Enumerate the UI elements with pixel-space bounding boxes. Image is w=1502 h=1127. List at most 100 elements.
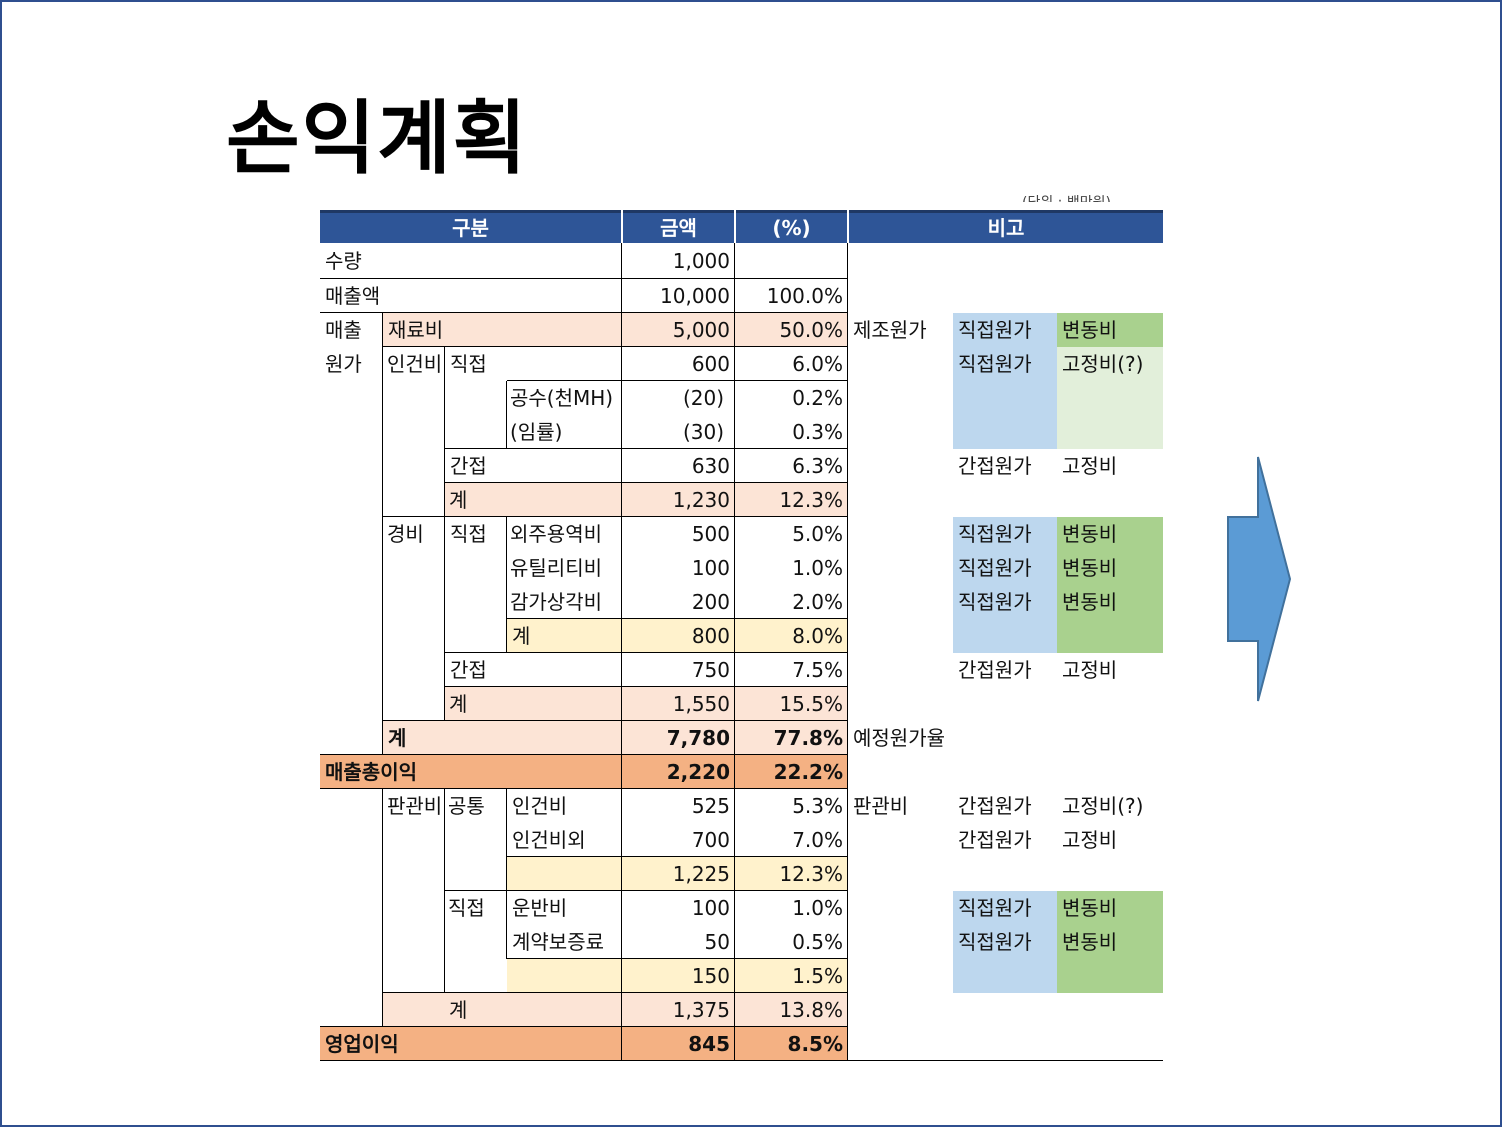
- sales-pct: 100.0%: [766, 284, 843, 308]
- sga-other-behavior: 고정비: [1062, 828, 1118, 852]
- sga-labor-behavior: 고정비(?): [1062, 794, 1144, 818]
- depreciation-label: 감가상각비: [510, 590, 602, 614]
- utility-behavior: 변동비: [1062, 556, 1118, 580]
- cogs-total-fill: [383, 721, 848, 755]
- utility-cost-type: 직접원가: [958, 556, 1032, 580]
- sga-other-pct: 7.0%: [792, 828, 843, 852]
- header-category: 구분: [320, 210, 621, 243]
- labor-indirect-amount: 630: [691, 454, 730, 478]
- bond-label: 계약보증료: [512, 930, 604, 954]
- op-profit-pct: 8.5%: [787, 1032, 843, 1056]
- expense-direct-total-fill: [507, 619, 848, 653]
- expense-indirect-amount: 750: [691, 658, 730, 682]
- depreciation-cost-type: 직접원가: [958, 590, 1032, 614]
- labor-label: 인건비: [387, 352, 443, 376]
- sga-common-total-fill: [507, 857, 848, 891]
- labor-rate-pct: 0.3%: [792, 420, 843, 444]
- outsourcing-cost-type: 직접원가: [958, 522, 1032, 546]
- freight-behavior: 변동비: [1062, 896, 1118, 920]
- remark-fixed-block-2: [1057, 347, 1163, 449]
- gross-profit-pct: 22.2%: [773, 760, 843, 784]
- sales-amount: 10,000: [660, 284, 730, 308]
- sga-direct-label: 직접: [448, 896, 485, 920]
- expense-indirect-cost-type: 간접원가: [958, 658, 1032, 682]
- cogs-total-amount: 7,780: [666, 726, 730, 750]
- expense-indirect-pct: 7.5%: [792, 658, 843, 682]
- labor-rate-amount: (30): [682, 420, 724, 444]
- header-amount: 금액: [623, 210, 734, 243]
- outsourcing-pct: 5.0%: [792, 522, 843, 546]
- labor-indirect-cost-type: 간접원가: [958, 454, 1032, 478]
- freight-pct: 1.0%: [792, 896, 843, 920]
- utility-amount: 100: [691, 556, 730, 580]
- sga-labor-pct: 5.3%: [792, 794, 843, 818]
- outsourcing-label: 외주용역비: [510, 522, 602, 546]
- material-note: 제조원가: [853, 318, 927, 342]
- expense-direct-label: 직접: [450, 522, 487, 546]
- expense-total-fill: [445, 687, 848, 721]
- labor-indirect-label: 간접: [450, 454, 487, 478]
- expense-total-amount: 1,550: [672, 692, 730, 716]
- labor-rate-label: (임률): [510, 420, 563, 444]
- material-cost-type: 직접원가: [958, 318, 1032, 342]
- expense-direct-total-amount: 800: [691, 624, 730, 648]
- material-value-fill: [622, 313, 848, 347]
- sga-total-label: 계: [449, 998, 468, 1022]
- op-profit-fill: [320, 1027, 848, 1061]
- header-pct: (%): [736, 210, 847, 243]
- sga-other-amount: 700: [691, 828, 730, 852]
- utility-pct: 1.0%: [792, 556, 843, 580]
- header-remarks: 비고: [849, 210, 1163, 243]
- op-profit-amount: 845: [688, 1032, 730, 1056]
- labor-direct-label: 직접: [450, 352, 487, 376]
- sga-common-total-amount: 1,225: [672, 862, 730, 886]
- labor-total-amount: 1,230: [672, 488, 730, 512]
- remark-direct-block-3: [953, 517, 1057, 653]
- remark-variable-block-4: [1057, 891, 1163, 993]
- sga-common-total-pct: 12.3%: [779, 862, 843, 886]
- bond-amount: 50: [704, 930, 730, 954]
- op-profit-label: 영업이익: [325, 1032, 399, 1056]
- right-arrow-icon: [1227, 456, 1292, 702]
- labor-indirect-pct: 6.3%: [792, 454, 843, 478]
- sga-total-amount: 1,375: [672, 998, 730, 1022]
- material-label: 재료비: [388, 318, 444, 342]
- labor-direct-amount: 600: [691, 352, 730, 376]
- qty-amount: 1,000: [672, 249, 730, 273]
- cogs-total-pct: 77.8%: [773, 726, 843, 750]
- labor-hours-label: 공수(천MH): [510, 386, 614, 410]
- page-title: 손익계획: [226, 92, 529, 185]
- depreciation-pct: 2.0%: [792, 590, 843, 614]
- cogs-total-note: 예정원가율: [853, 726, 945, 750]
- remark-variable-block-1: [1057, 313, 1163, 347]
- sga-labor-note: 판관비: [853, 794, 909, 818]
- labor-hours-amount: (20): [682, 386, 724, 410]
- expense-indirect-label: 간접: [450, 658, 487, 682]
- unit-note: (단위 : 백만원): [1022, 188, 1111, 202]
- outsourcing-behavior: 변동비: [1062, 522, 1118, 546]
- freight-amount: 100: [691, 896, 730, 920]
- remark-direct-block-2: [953, 347, 1057, 449]
- labor-total-label: 계: [449, 488, 468, 512]
- labor-direct-behavior: 고정비(?): [1062, 352, 1144, 376]
- expense-direct-total-label: 계: [512, 624, 531, 648]
- material-fill: [383, 313, 622, 347]
- remark-variable-block-3: [1057, 517, 1163, 653]
- sga-common-label: 공통: [448, 794, 485, 818]
- expense-total-pct: 15.5%: [779, 692, 843, 716]
- freight-cost-type: 직접원가: [958, 896, 1032, 920]
- outsourcing-amount: 500: [691, 522, 730, 546]
- labor-direct-pct: 6.0%: [792, 352, 843, 376]
- remark-direct-block-4: [953, 891, 1057, 993]
- labor-indirect-behavior: 고정비: [1062, 454, 1118, 478]
- material-amount: 5,000: [672, 318, 730, 342]
- bond-cost-type: 직접원가: [958, 930, 1032, 954]
- expense-total-label: 계: [449, 692, 468, 716]
- depreciation-behavior: 변동비: [1062, 590, 1118, 614]
- labor-total-pct: 12.3%: [779, 488, 843, 512]
- expense-indirect-behavior: 고정비: [1062, 658, 1118, 682]
- sga-total-fill: [383, 993, 848, 1027]
- sga-other-cost-type: 간접원가: [958, 828, 1032, 852]
- bond-behavior: 변동비: [1062, 930, 1118, 954]
